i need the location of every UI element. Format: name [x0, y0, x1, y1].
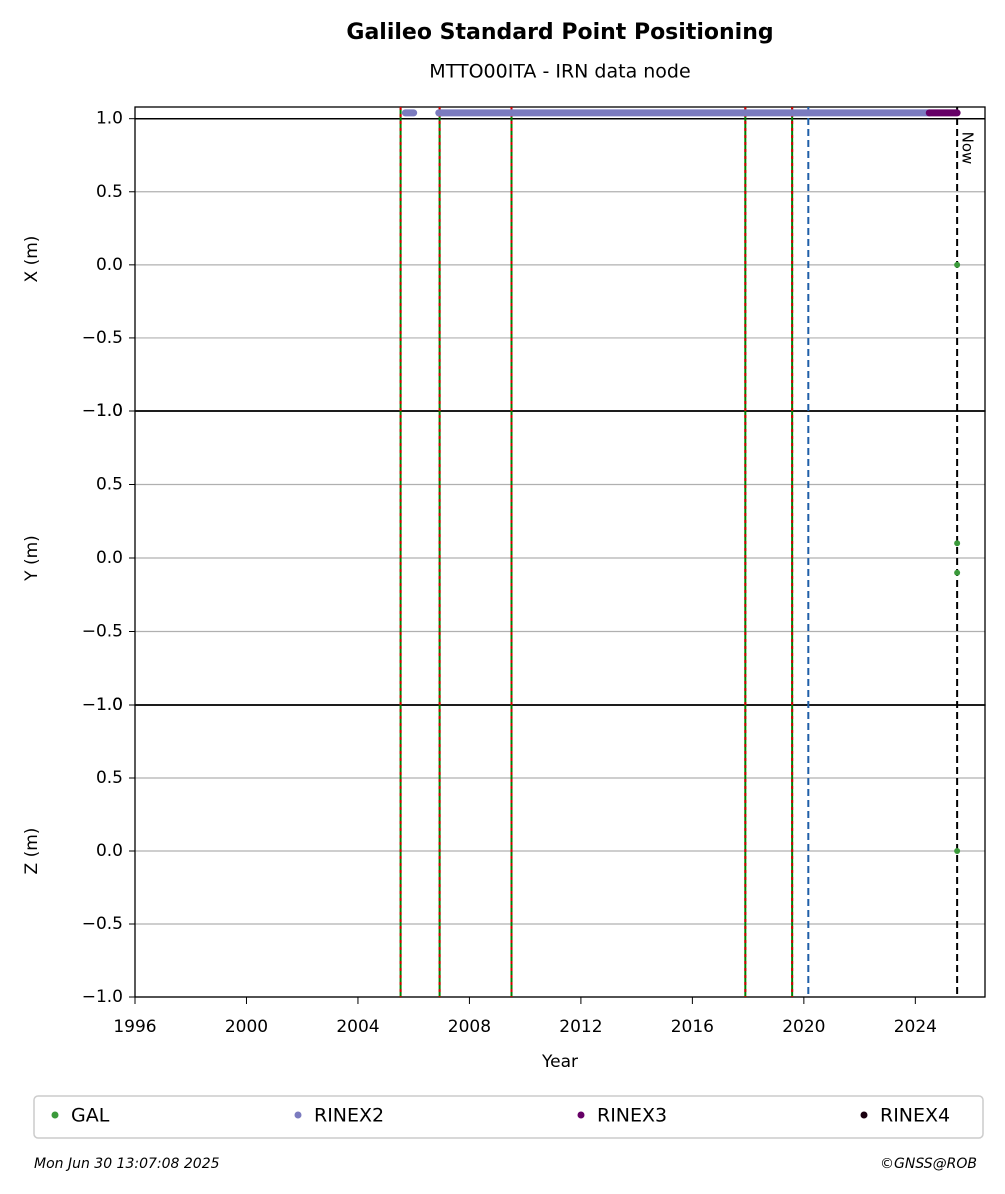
footer-credit: ©GNSS@ROB	[880, 1156, 977, 1172]
y-axis-label: Y (m)	[22, 535, 42, 582]
y-tick-label: −0.5	[82, 328, 123, 348]
chart-title: Galileo Standard Point Positioning	[346, 20, 773, 45]
chart-subtitle: MTTO00ITA - IRN data node	[429, 61, 690, 83]
gal-point	[954, 569, 961, 576]
y-axis-label: Z (m)	[22, 828, 42, 875]
y-tick-label: −1.0	[82, 695, 123, 715]
gal-point	[954, 540, 961, 547]
y-tick-label: 0.5	[96, 475, 123, 495]
y-tick-label: 0.0	[96, 841, 123, 861]
legend-box	[33, 1095, 984, 1139]
legend-marker	[294, 1111, 302, 1119]
panel-frame	[134, 106, 986, 412]
gal-point	[954, 261, 961, 268]
legend-label: GAL	[71, 1105, 110, 1127]
legend-label: RINEX3	[597, 1105, 667, 1127]
y-tick-label: −1.0	[82, 987, 123, 1007]
x-axis-label: Year	[541, 1052, 578, 1072]
y-tick-label: −0.5	[82, 622, 123, 642]
x-tick-label: 2008	[448, 1017, 491, 1037]
x-tick-label: 2024	[894, 1017, 937, 1037]
y-tick-label: 0.0	[96, 548, 123, 568]
y-tick-label: −0.5	[82, 914, 123, 934]
y-axis-label: X (m)	[22, 236, 42, 283]
x-tick-label: 2004	[336, 1017, 379, 1037]
gal-point	[954, 848, 961, 854]
panel-frame	[134, 704, 986, 998]
y-tick-label: 1.0	[96, 401, 123, 421]
legend-marker	[51, 1111, 59, 1119]
y-tick-label: 0.5	[96, 182, 123, 202]
legend-label: RINEX4	[880, 1105, 950, 1127]
x-tick-label: 2016	[671, 1017, 714, 1037]
x-tick-label: 2000	[225, 1017, 268, 1037]
x-tick-label: 1996	[113, 1017, 156, 1037]
y-tick-label: 0.0	[96, 255, 123, 275]
x-tick-label: 2012	[559, 1017, 602, 1037]
footer-date: Mon Jun 30 13:07:08 2025	[34, 1156, 220, 1172]
legend-marker	[860, 1111, 868, 1119]
legend-marker	[577, 1111, 585, 1119]
y-tick-label: 0.5	[96, 768, 123, 788]
y-tick-label: 1.0	[96, 109, 123, 129]
y-tick-label: 1.0	[96, 695, 123, 715]
y-tick-label: −1.0	[82, 401, 123, 421]
x-tick-label: 2020	[782, 1017, 825, 1037]
now-label: Now	[959, 132, 977, 165]
legend-label: RINEX2	[314, 1105, 384, 1127]
